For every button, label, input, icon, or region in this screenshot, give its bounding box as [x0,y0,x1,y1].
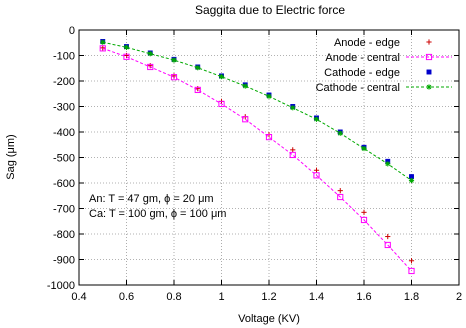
x-axis-label: Voltage (KV) [238,313,300,325]
y-tick-label: -400 [53,127,75,139]
y-tick-label: -500 [53,153,75,165]
x-tick-label: 1 [218,291,224,303]
data-point [313,167,320,173]
annotations: An: T = 47 gm, ϕ = 20 μm Ca: T = 100 gm, … [89,193,226,220]
data-series [99,39,415,275]
data-point [218,100,225,108]
legend-marker [426,69,432,75]
legend-marker [425,53,433,61]
data-point [194,86,201,94]
data-point [385,233,391,240]
data-point [171,57,177,63]
x-tick-label: 0.8 [166,291,181,303]
data-point [360,216,368,224]
axis-ticks: 0.4 0.6 0.8 1 1.2 1.4 1.6 1.8 2 0 -100 -200 -300 -400… [47,25,462,303]
x-tick-label: 0.4 [71,291,86,303]
series-1 [99,45,415,275]
y-tick-label: -800 [53,229,75,241]
data-point [123,44,130,50]
data-point [123,53,130,60]
legend-item: Anode - central [325,52,452,64]
legend-label: Anode - central [325,52,400,64]
x-tick-label: 1.4 [309,291,324,303]
legend-label: Cathode - central [316,82,400,94]
data-point [337,188,343,194]
data-point [408,177,415,184]
legend-label: Anode - edge [334,37,400,49]
chart-title: Saggita due to Electric force [195,3,345,17]
legend-label: Cathode - edge [324,67,400,79]
data-point [290,105,296,111]
data-point [242,83,248,89]
series-line [102,47,412,272]
x-tick-label: 2 [456,291,462,303]
data-point [289,151,296,159]
y-tick-label: 0 [69,25,75,37]
annotation-text: Ca: T = 100 gm, ϕ = 100 μm [89,208,226,220]
data-point [290,147,296,153]
data-point [218,74,225,80]
grid [79,30,459,285]
y-tick-label: -700 [53,204,75,216]
data-point [242,116,249,123]
annotation-text: An: T = 47 gm, ϕ = 20 μm [89,193,214,205]
data-point [385,161,391,167]
data-point [99,45,106,52]
x-tick-label: 1.6 [356,291,371,303]
legend-marker [426,39,432,45]
legend-item: Cathode - central [316,82,452,94]
data-point [313,172,320,179]
data-point [408,258,415,264]
legend-item: Anode - edge [334,37,432,49]
data-point [337,193,344,201]
legend-marker [426,84,432,90]
x-tick-label: 1.8 [404,291,419,303]
data-point [361,145,367,152]
data-point [337,130,343,136]
legend-item: Cathode - edge [324,67,432,79]
data-point [195,65,201,71]
data-point [313,116,320,122]
series-3 [100,39,415,184]
data-point [266,93,272,99]
y-axis-label: Sag (μm) [5,134,17,179]
data-point [361,209,367,215]
data-point [265,134,273,141]
y-tick-label: -300 [53,102,75,114]
data-point [384,241,391,249]
y-tick-label: -900 [53,255,75,267]
data-point [147,51,153,57]
y-tick-label: -100 [53,51,75,63]
data-point [147,63,154,71]
y-tick-label: -600 [53,178,75,190]
x-tick-label: 1.2 [261,291,276,303]
data-point [170,74,178,81]
y-tick-label: -200 [53,76,75,88]
legend: Anode - edge Anode - central Cathode - edg… [316,37,452,94]
x-tick-label: 0.6 [119,291,134,303]
series-line [102,41,412,181]
y-tick-label: -1000 [47,280,75,292]
data-point [408,267,415,275]
data-point [100,39,106,45]
